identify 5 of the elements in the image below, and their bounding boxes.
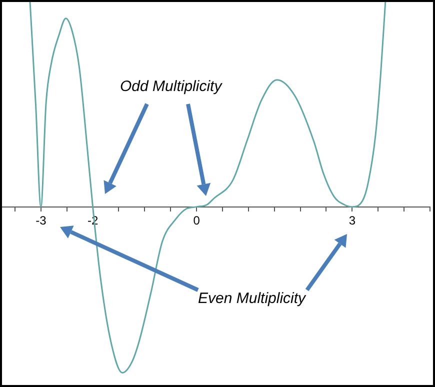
- annotation: Even Multiplicity: [198, 290, 306, 307]
- x-tick-label: 3: [348, 213, 356, 228]
- x-tick-label: 0: [193, 213, 200, 228]
- annotation: Odd Multiplicity: [120, 78, 222, 95]
- x-tick-label: -3: [36, 213, 47, 228]
